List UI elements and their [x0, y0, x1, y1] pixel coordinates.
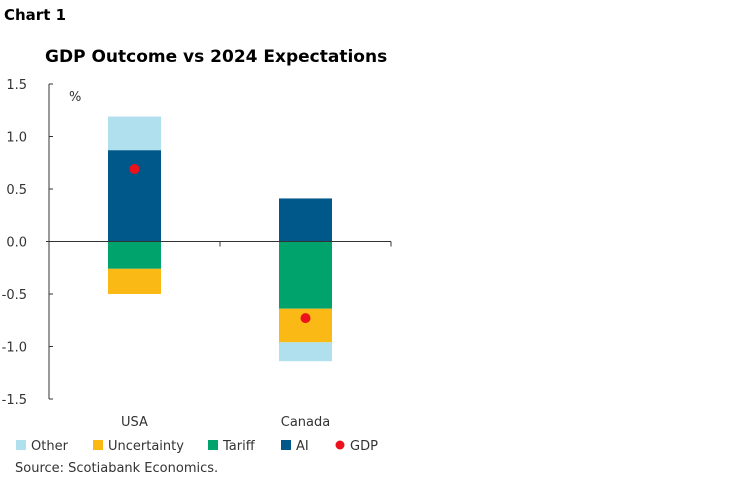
y-tick-label: 0.0: [6, 236, 27, 251]
legend-marker: [335, 440, 345, 450]
chart-title: GDP Outcome vs 2024 Expectations: [45, 47, 387, 67]
legend-label: AI: [296, 439, 309, 454]
bar-tariff-usa: [108, 241, 161, 269]
bar-other-usa: [108, 116, 161, 151]
y-tick-label: -0.5: [2, 288, 27, 303]
legend-item-uncertainty: Uncertainty: [93, 439, 184, 454]
y-axis-unit: %: [69, 90, 81, 105]
legend-item-other: Other: [16, 439, 69, 454]
legend-label: Uncertainty: [108, 439, 184, 454]
bar-tariff-canada: [279, 241, 332, 309]
legend-swatch: [208, 440, 218, 450]
legend-swatch: [93, 440, 103, 450]
legend-item-ai: AI: [281, 439, 309, 454]
bar-uncertainty-usa: [108, 268, 161, 294]
bar-ai-canada: [279, 198, 332, 242]
legend-item-gdp: GDP: [335, 439, 378, 454]
y-tick-label: 1.5: [6, 78, 27, 93]
y-tick-label: -1.5: [2, 393, 27, 408]
source-note: Source: Scotiabank Economics.: [15, 461, 218, 476]
y-tick-label: -1.0: [2, 341, 27, 356]
gdp-point-usa: [129, 164, 140, 175]
legend-item-tariff: Tariff: [208, 439, 256, 454]
bar-other-canada: [279, 342, 332, 362]
legend-swatch: [16, 440, 26, 450]
x-tick-label: USA: [121, 415, 148, 430]
y-tick-label: 0.5: [6, 183, 27, 198]
legend-label: Other: [31, 439, 69, 454]
chart-label: Chart 1: [4, 6, 66, 24]
bar-ai-usa: [108, 150, 161, 242]
gdp-point-canada: [300, 313, 311, 324]
legend-swatch: [281, 440, 291, 450]
legend-label: GDP: [350, 439, 378, 454]
y-tick-label: 1.0: [6, 131, 27, 146]
legend-label: Tariff: [222, 439, 256, 454]
x-tick-label: Canada: [281, 415, 330, 430]
